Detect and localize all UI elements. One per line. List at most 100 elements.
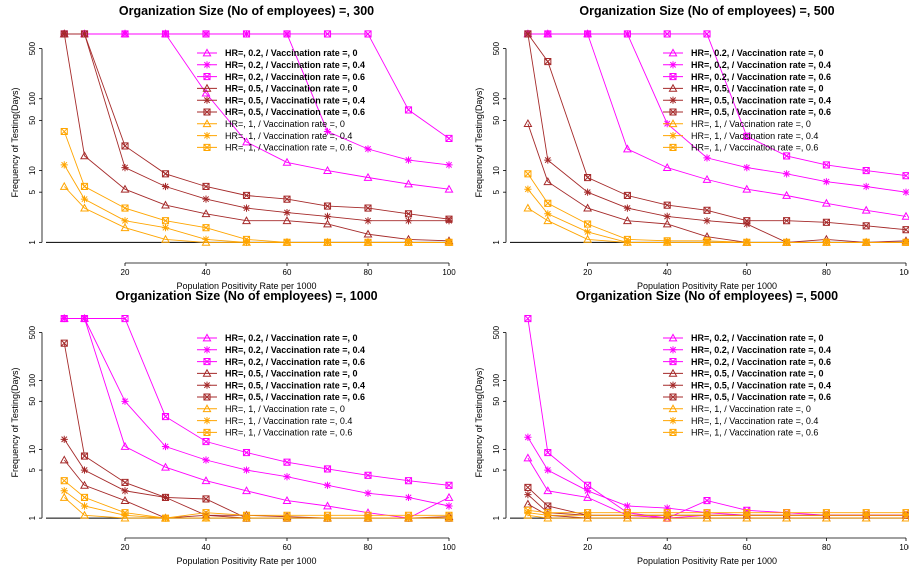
data-point <box>60 127 68 136</box>
legend-label: HR=, 0.2, / Vaccination rate =, 0.4 <box>225 345 365 355</box>
data-point <box>283 238 291 246</box>
data-point <box>80 502 89 510</box>
legend-item: HR=, 0.5, / Vaccination rate =, 0 <box>197 84 358 94</box>
series-3 <box>524 30 909 180</box>
data-point <box>523 119 533 128</box>
data-point <box>445 215 453 223</box>
data-point <box>861 205 871 214</box>
x-tick-label: 100 <box>899 268 909 277</box>
legend-item: HR=, 1, / Vaccination rate =, 0 <box>663 404 811 414</box>
data-point <box>121 30 129 38</box>
legend-marker <box>669 358 677 366</box>
legend-item: HR=, 0.5, / Vaccination rate =, 0 <box>663 369 824 379</box>
data-point <box>202 456 210 464</box>
data-point <box>703 509 711 517</box>
x-axis: 20 40 60 80 100 Population Positivity Rate pe… <box>583 262 909 291</box>
data-point <box>283 473 291 481</box>
data-point <box>662 219 672 228</box>
data-point <box>782 190 792 199</box>
data-point <box>121 217 129 225</box>
data-point <box>623 235 631 243</box>
x-tick-label: 40 <box>663 268 672 277</box>
data-point <box>242 448 251 457</box>
data-point <box>120 495 130 504</box>
legend-marker <box>669 73 677 81</box>
legend-label: HR=, 0.2, / Vaccination rate =, 0 <box>225 48 358 58</box>
legend-marker <box>203 132 211 140</box>
y-axis-label: Frequency of Testing(Days) <box>474 88 484 198</box>
legend-marker <box>668 83 678 92</box>
legend-item: HR=, 0.5, / Vaccination rate =, 0 <box>663 84 824 94</box>
x-tick-label: 80 <box>364 268 373 277</box>
legend-item: HR=, 0.2, / Vaccination rate =, 0.6 <box>663 72 831 82</box>
legend-label: HR=, 0.2, / Vaccination rate =, 0.6 <box>225 357 365 367</box>
x-tick-label: 80 <box>364 543 373 552</box>
data-point <box>544 502 552 510</box>
legend-item: HR=, 0.2, / Vaccination rate =, 0 <box>663 333 824 343</box>
legend-marker <box>203 61 211 69</box>
data-point <box>822 161 830 169</box>
legend-label: HR=, 0.5, / Vaccination rate =, 0.6 <box>225 107 365 117</box>
data-point <box>242 30 251 38</box>
data-point <box>364 217 372 225</box>
legend-label: HR=, 0.5, / Vaccination rate =, 0 <box>225 369 358 379</box>
data-point <box>323 511 332 519</box>
data-point <box>404 493 413 502</box>
data-point <box>663 201 671 209</box>
data-point <box>524 506 532 514</box>
data-point <box>703 154 711 162</box>
data-point <box>202 437 210 446</box>
data-point <box>161 224 170 232</box>
data-point <box>202 495 210 503</box>
legend-marker <box>203 73 211 81</box>
data-point <box>743 163 751 172</box>
data-point <box>523 453 533 462</box>
data-point <box>120 184 130 193</box>
legend-marker <box>668 48 678 57</box>
data-point <box>584 30 592 38</box>
legend-marker <box>669 143 677 151</box>
legend-item: HR=, 1, / Vaccination rate =, 0.4 <box>663 131 818 141</box>
y-tick-label: 5 <box>492 467 501 472</box>
legend-label: HR=, 1, / Vaccination rate =, 0.4 <box>225 416 352 426</box>
legend-label: HR=, 0.5, / Vaccination rate =, 0.6 <box>691 392 831 402</box>
data-point <box>201 237 211 246</box>
legend-label: HR=, 1, / Vaccination rate =, 0 <box>225 119 345 129</box>
data-point <box>364 471 372 479</box>
series-line <box>527 123 907 243</box>
series-6 <box>524 30 909 234</box>
data-point <box>663 237 671 245</box>
data-point <box>242 511 251 519</box>
legend-item: HR=, 1, / Vaccination rate =, 0 <box>197 119 345 129</box>
y-axis-label: Frequency of Testing(Days) <box>10 368 20 478</box>
series-line <box>527 437 906 516</box>
data-point <box>544 57 552 66</box>
legend-item: HR=, 1, / Vaccination rate =, 0 <box>197 404 345 414</box>
data-point <box>404 238 413 246</box>
data-point <box>662 162 672 171</box>
data-point <box>363 229 373 238</box>
legend-label: HR=, 1, / Vaccination rate =, 0.6 <box>225 143 352 153</box>
data-point <box>445 511 453 519</box>
data-point <box>161 30 170 38</box>
data-point <box>161 217 170 225</box>
data-point <box>584 220 592 228</box>
data-point <box>201 476 211 485</box>
y-tick-label: 1 <box>28 515 37 520</box>
legend-label: HR=, 0.2, / Vaccination rate =, 0 <box>225 333 358 343</box>
data-point <box>445 217 453 225</box>
legend: HR=, 0.2, / Vaccination rate =, 0 HR=, 0.… <box>197 333 365 438</box>
data-point <box>161 493 170 502</box>
data-point <box>60 161 68 169</box>
legend-marker <box>203 428 211 436</box>
data-point <box>59 455 69 464</box>
data-point <box>202 224 210 232</box>
data-point <box>584 228 592 236</box>
data-point <box>282 216 292 225</box>
data-point <box>283 458 291 466</box>
y-tick-label: 50 <box>28 115 37 124</box>
data-point <box>364 30 372 38</box>
data-point <box>445 134 453 143</box>
legend-item: HR=, 0.2, / Vaccination rate =, 0.4 <box>197 60 365 70</box>
data-point <box>544 509 552 517</box>
